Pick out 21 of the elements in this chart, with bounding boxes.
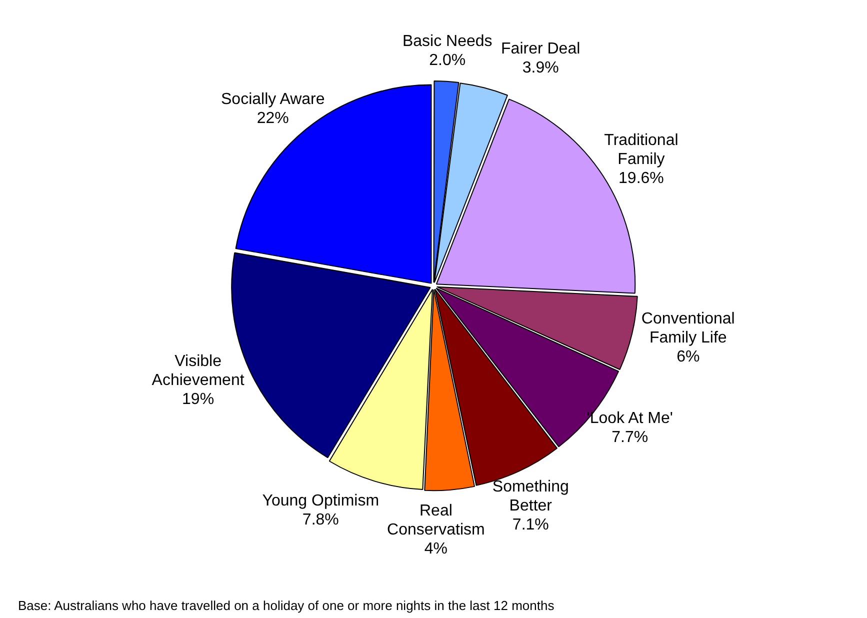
text: Base: Australians who have travelled on a holiday of one or more nights in the last 12 months — [18, 598, 554, 613]
data-label: 19% — [182, 390, 214, 408]
slice-label: Traditional Family — [604, 132, 678, 168]
data-label: 4% — [424, 540, 448, 558]
data-label: 7.8% — [302, 511, 339, 528]
slice-label: Something Better — [492, 478, 569, 515]
slice-label: Socially Aware — [220, 90, 325, 108]
data-label: 7.1% — [512, 516, 549, 534]
slice-label: Fairer Deal — [501, 40, 580, 58]
data-label: 19.6% — [618, 170, 664, 188]
data-label: 3.9% — [522, 59, 559, 76]
data-label: 6% — [676, 348, 700, 366]
slice-label: Conventional Family Life — [641, 310, 735, 347]
slice-label: 'Look At Me' — [586, 410, 673, 427]
data-label: 22% — [256, 110, 289, 127]
slice-label: Real Conservatism — [387, 502, 485, 539]
slice-label: Visible Achievement — [152, 352, 245, 389]
slice-label: Basic Needs — [402, 32, 492, 50]
slice-label: Young Optimism — [262, 492, 380, 510]
data-label: 2.0% — [429, 52, 466, 69]
data-label: 7.7% — [612, 428, 648, 446]
